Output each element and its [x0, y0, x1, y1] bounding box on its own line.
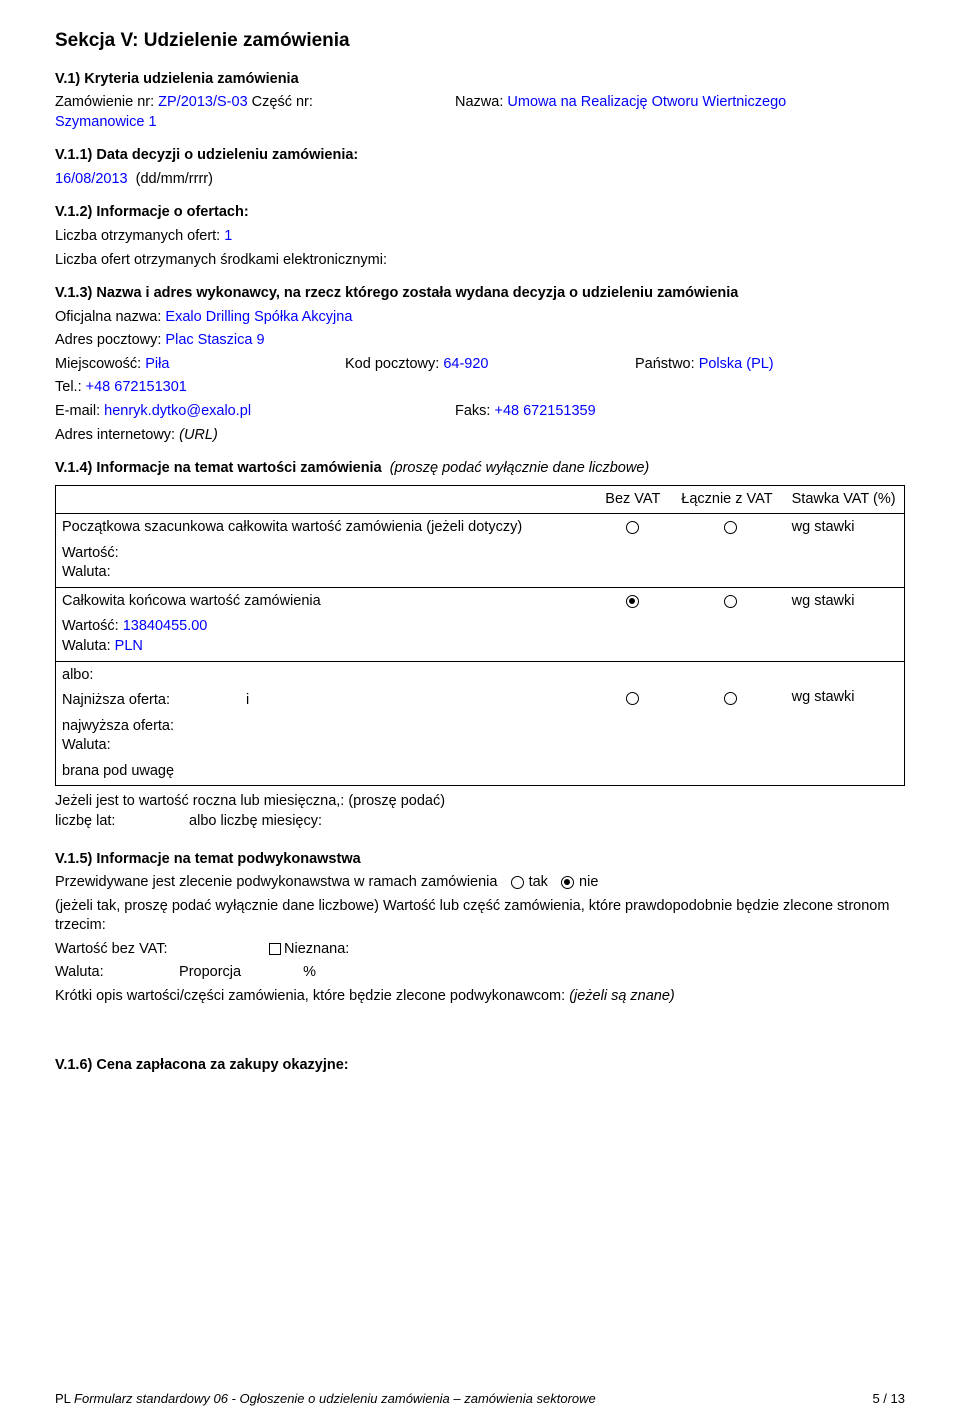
- row3-albo: albo:: [62, 666, 584, 686]
- loc-value: Szymanowice 1: [55, 113, 455, 133]
- row2-rate: wg stawki: [786, 587, 905, 661]
- url-label: Adres internetowy:: [55, 427, 175, 443]
- row1-zvat-radio[interactable]: [724, 521, 737, 534]
- country-label: Państwo:: [635, 356, 695, 372]
- page-number: 5 / 13: [872, 1390, 905, 1408]
- v15-l4a: Waluta:: [55, 963, 175, 983]
- v11-date: 16/08/2013: [55, 171, 128, 187]
- row2-zvat-radio[interactable]: [724, 595, 737, 608]
- unknown-checkbox[interactable]: [269, 943, 281, 955]
- v14-hint: (proszę podać wyłącznie dane liczbowe): [390, 460, 650, 476]
- row2-wart-value: 13840455.00: [123, 618, 208, 634]
- row1-wart-label: Wartość:: [62, 544, 584, 564]
- order-value: ZP/2013/S-03: [158, 94, 247, 110]
- city-label: Miejscowość:: [55, 356, 141, 372]
- url-hint: (URL): [179, 427, 218, 443]
- row1-label: Początkowa szacunkowa całkowita wartość …: [62, 518, 584, 538]
- v12-l1-value: 1: [224, 228, 232, 244]
- row1-wal-label: Waluta:: [62, 563, 584, 583]
- col-stawka: Stawka VAT (%): [786, 485, 905, 514]
- annual-months: albo liczbę miesięcy:: [189, 813, 322, 829]
- row2-wal-label: Waluta:: [62, 638, 111, 654]
- zip-value: 64-920: [443, 356, 488, 372]
- row3-bezvat-radio[interactable]: [626, 692, 639, 705]
- v15-l5: Krótki opis wartości/części zamówienia, …: [55, 988, 565, 1004]
- footer-text: Formularz standardowy 06 - Ogłoszenie o …: [74, 1391, 596, 1406]
- row3-zvat-radio[interactable]: [724, 692, 737, 705]
- name-label: Nazwa:: [455, 94, 503, 110]
- row3-wal-label: Waluta:: [62, 736, 584, 756]
- v15-no: nie: [579, 874, 598, 890]
- v15-l3a: Wartość bez VAT:: [55, 940, 265, 960]
- value-table: Bez VAT Łącznie z VAT Stawka VAT (%) Poc…: [55, 485, 905, 787]
- v14-heading: V.1.4) Informacje na temat wartości zamó…: [55, 460, 382, 476]
- city-value: Piła: [145, 356, 169, 372]
- row3-rate: wg stawki: [786, 661, 905, 786]
- v13-heading: V.1.3) Nazwa i adres wykonawcy, na rzecz…: [55, 284, 905, 304]
- row1-bezvat-radio[interactable]: [626, 521, 639, 534]
- v12-l1-label: Liczba otrzymanych ofert:: [55, 228, 220, 244]
- v15-no-radio[interactable]: [561, 876, 574, 889]
- email-label: E-mail:: [55, 403, 100, 419]
- v15-heading: V.1.5) Informacje na temat podwykonawstw…: [55, 850, 905, 870]
- section-title: Sekcja V: Udzielenie zamówienia: [55, 28, 905, 54]
- name-value: Umowa na Realizację Otworu Wiertniczego: [507, 94, 786, 110]
- v1-heading: V.1) Kryteria udzielenia zamówienia: [55, 70, 905, 90]
- row3-high-label: najwyższa oferta:: [62, 717, 584, 737]
- tel-value: +48 672151301: [86, 379, 187, 395]
- v11-fmt: (dd/mm/rrrr): [136, 171, 213, 187]
- footer-prefix: PL: [55, 1391, 70, 1406]
- v15-yes-radio[interactable]: [511, 876, 524, 889]
- v12-heading: V.1.2) Informacje o ofertach:: [55, 203, 905, 223]
- v15-yes: tak: [529, 874, 548, 890]
- fax-label: Faks:: [455, 403, 490, 419]
- row1-rate: wg stawki: [786, 514, 905, 588]
- country-value: Polska (PL): [699, 356, 774, 372]
- col-bezvat: Bez VAT: [590, 485, 675, 514]
- part-label: Część nr:: [252, 94, 313, 110]
- v12-l2-label: Liczba ofert otrzymanych środkami elektr…: [55, 251, 905, 271]
- row2-wal-value: PLN: [115, 638, 143, 654]
- row3-considered: brana pod uwagę: [62, 762, 584, 782]
- annual-years: liczbę lat:: [55, 812, 185, 832]
- row2-label: Całkowita końcowa wartość zamówienia: [62, 592, 584, 612]
- tel-label: Tel.:: [55, 379, 82, 395]
- page-footer: PL Formularz standardowy 06 - Ogłoszenie…: [55, 1390, 905, 1408]
- v16-heading: V.1.6) Cena zapłacona za zakupy okazyjne…: [55, 1056, 905, 1076]
- row3-and: i: [246, 692, 249, 708]
- v15-l5-hint: (jeżeli są znane): [569, 988, 675, 1004]
- v15-l4b: Proporcja: [179, 963, 299, 983]
- col-zvat: Łącznie z VAT: [675, 485, 785, 514]
- v15-l1: Przewidywane jest zlecenie podwykonawstw…: [55, 874, 497, 890]
- row2-wart-label: Wartość:: [62, 618, 119, 634]
- off-name-label: Oficjalna nazwa:: [55, 309, 161, 325]
- fax-value: +48 672151359: [494, 403, 595, 419]
- v15-l2: (jeżeli tak, proszę podać wyłącznie dane…: [55, 897, 905, 936]
- addr-label: Adres pocztowy:: [55, 332, 161, 348]
- row2-bezvat-radio[interactable]: [626, 595, 639, 608]
- v15-l3b: Nieznana:: [284, 941, 349, 957]
- v11-heading: V.1.1) Data decyzji o udzieleniu zamówie…: [55, 146, 905, 166]
- order-label: Zamówienie nr:: [55, 94, 154, 110]
- email-value: henryk.dytko@exalo.pl: [104, 403, 251, 419]
- zip-label: Kod pocztowy:: [345, 356, 439, 372]
- off-name-value: Exalo Drilling Spółka Akcyjna: [165, 309, 352, 325]
- row3-low-label: Najniższa oferta:: [62, 691, 242, 711]
- addr-value: Plac Staszica 9: [165, 332, 264, 348]
- annual-l1: Jeżeli jest to wartość roczna lub miesię…: [55, 792, 905, 812]
- v15-l4c: %: [303, 964, 316, 980]
